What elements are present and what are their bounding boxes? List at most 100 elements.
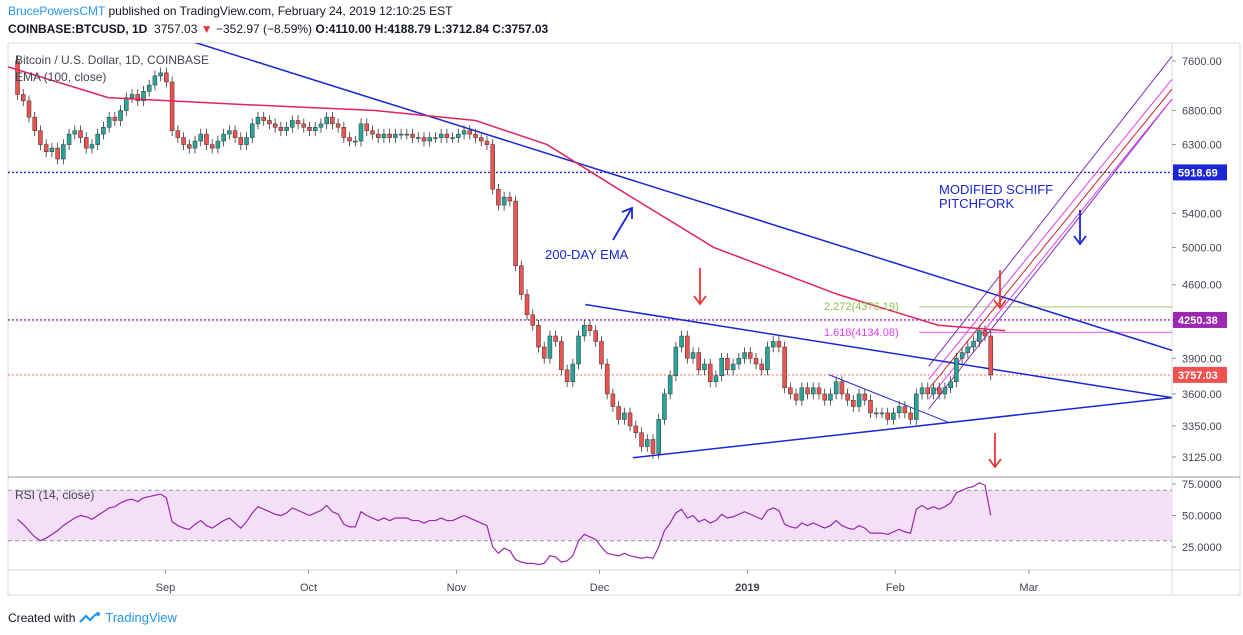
candle-up — [438, 133, 444, 138]
candle-down — [83, 137, 89, 149]
candle-down — [181, 137, 186, 145]
candle-down — [599, 341, 604, 365]
candle-up — [679, 335, 684, 348]
price-tick-label: 5400.00 — [1182, 208, 1222, 220]
candle-down — [845, 393, 850, 401]
candle-up — [353, 140, 358, 143]
candle-down — [421, 137, 427, 142]
down-arrow-icon-head — [1073, 235, 1087, 246]
pitchfork-median — [928, 88, 1172, 390]
candle-down — [347, 137, 352, 142]
candle-up — [198, 133, 203, 142]
candle-up — [61, 144, 66, 160]
price-badge — [1173, 366, 1227, 383]
candle-up — [971, 341, 976, 348]
candle-up — [427, 137, 432, 142]
ohlc-values: O:4110.00 H:4188.79 L:3712.84 C:3757.03 — [315, 22, 549, 36]
pitchfork-annotation-line1: MODIFIED SCHIFF — [939, 182, 1053, 197]
time-tick-label: Nov — [447, 582, 467, 594]
candle-up — [719, 358, 724, 377]
candle-up — [318, 123, 324, 128]
candle-down — [725, 358, 730, 371]
candle-down — [370, 130, 375, 135]
candle-up — [66, 133, 72, 145]
candle-up — [730, 363, 736, 371]
candle-up — [914, 393, 919, 420]
candle-up — [106, 116, 112, 128]
candle-down — [32, 116, 37, 131]
fib-label-2272: 2.272(4376.19) — [824, 301, 899, 313]
candle-up — [622, 412, 627, 420]
candle-down — [490, 144, 495, 190]
trendline-triangle-bottom — [632, 396, 1172, 459]
candle-down — [616, 406, 621, 420]
candle-down — [788, 387, 793, 395]
price-badge-label: 5918.69 — [1178, 167, 1218, 179]
candle-up — [312, 127, 318, 131]
candle-up — [662, 393, 667, 420]
candle-down — [478, 137, 484, 142]
candle-down — [26, 100, 32, 118]
candle-up — [713, 375, 719, 382]
candle-up — [393, 133, 398, 138]
symbol-label: COINBASE:BTCUSD, 1D — [8, 22, 148, 36]
candle-down — [685, 335, 690, 359]
candle-up — [547, 335, 553, 359]
candle-down — [793, 393, 799, 401]
candle-down — [805, 387, 810, 395]
rsi-line — [17, 482, 992, 566]
candle-down — [78, 130, 83, 138]
candle-down — [610, 393, 616, 407]
candle-up — [450, 137, 455, 139]
candle-down — [885, 412, 890, 420]
candle-up — [765, 346, 770, 371]
candle-down — [164, 72, 169, 83]
trendline-descending — [194, 43, 1172, 352]
candle-up — [833, 381, 839, 395]
ohlc-header: COINBASE:BTCUSD, 1D 3757.03 ▼ −352.97 (−… — [8, 22, 548, 36]
price-tick-label: 7600.00 — [1182, 56, 1222, 68]
ema-annotation: 200-DAY EMA — [545, 247, 629, 262]
candle-up — [89, 144, 95, 149]
footer-brand[interactable]: TradingView — [105, 610, 177, 625]
candle-up — [948, 381, 953, 389]
candle-up — [954, 358, 959, 382]
price-badge-label: 3757.03 — [1178, 370, 1218, 382]
time-tick-label: Oct — [300, 582, 317, 594]
candle-down — [278, 127, 284, 131]
candle-down — [38, 130, 43, 145]
candle-up — [644, 439, 650, 447]
author-link[interactable]: BrucePowersCMT — [8, 4, 106, 18]
candle-down — [707, 363, 713, 382]
candle-up — [456, 133, 461, 138]
candle-down — [559, 341, 564, 371]
candle-down — [839, 381, 845, 395]
candle-down — [375, 133, 381, 138]
candle-up — [221, 133, 226, 142]
publish-text: published on TradingView.com, February 2… — [108, 4, 453, 18]
candle-up — [158, 72, 163, 77]
candle-up — [49, 147, 55, 152]
candle-up — [742, 352, 747, 359]
candle-down — [267, 120, 272, 125]
time-tick-label: Dec — [590, 582, 610, 594]
candle-up — [101, 127, 106, 135]
candle-up — [124, 97, 129, 111]
candle-up — [215, 140, 221, 149]
candle-down — [364, 123, 369, 131]
candle-down — [513, 200, 518, 267]
price-tick-label: 3900.00 — [1182, 353, 1222, 365]
candle-down — [135, 94, 141, 102]
candle-up — [358, 123, 364, 142]
candle-up — [942, 387, 948, 395]
candle-down — [330, 116, 335, 125]
pitchfork-lower — [928, 98, 1172, 410]
price-tick-label: 6300.00 — [1182, 140, 1222, 152]
candle-down — [410, 133, 415, 138]
rsi-tick-label: 75.0000 — [1182, 479, 1222, 491]
pitchfork-lower-inner — [928, 98, 1172, 400]
candle-down — [43, 144, 49, 152]
candle-up — [118, 110, 123, 121]
down-arrow-icon-head — [693, 295, 707, 306]
